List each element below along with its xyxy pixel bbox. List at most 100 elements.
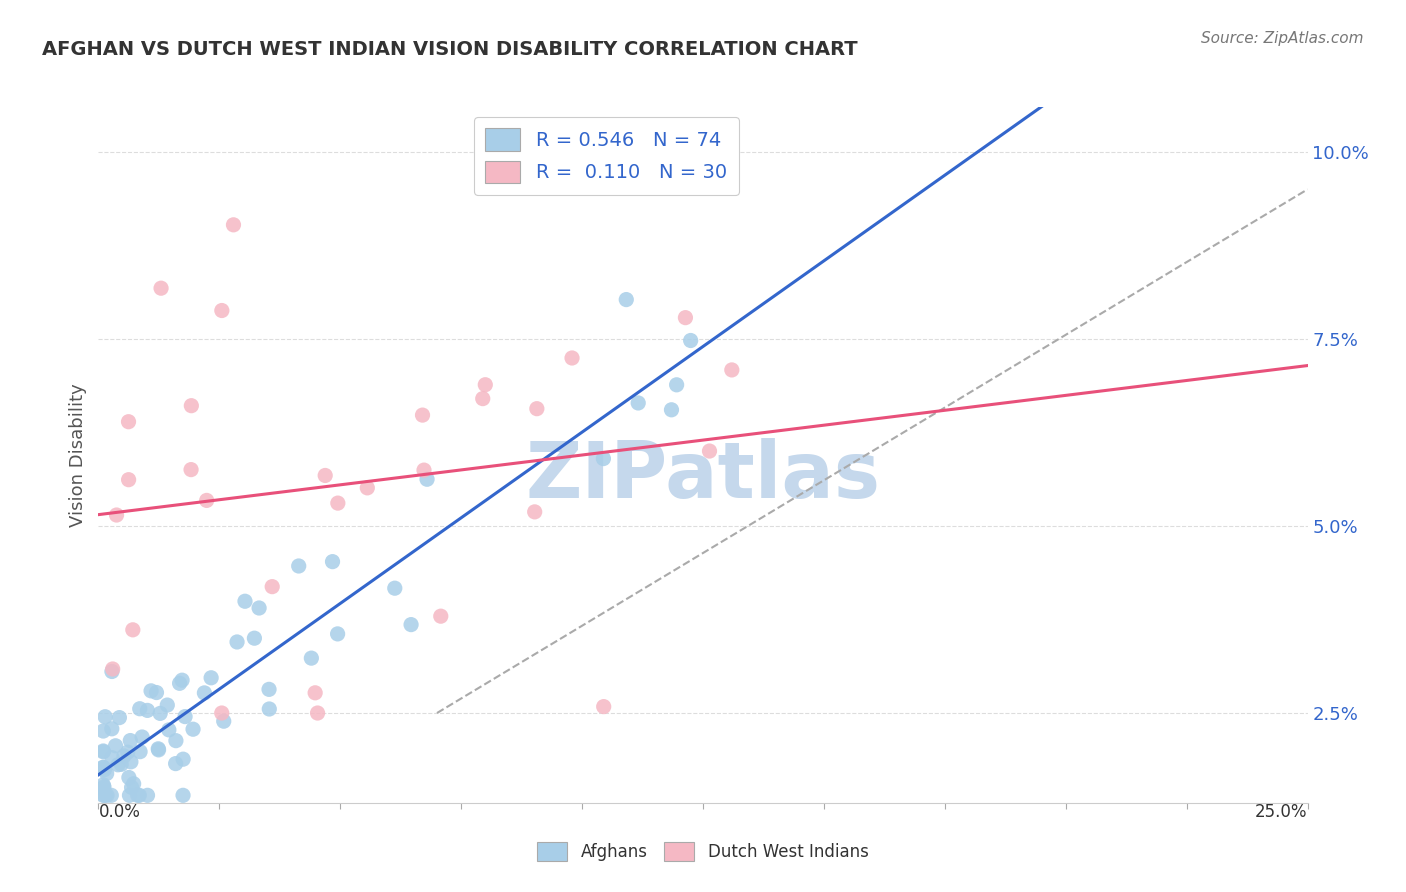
Point bbox=[149, 706, 172, 721]
Point bbox=[399, 617, 422, 632]
Point bbox=[117, 473, 139, 487]
Point bbox=[139, 684, 162, 698]
Point bbox=[148, 741, 170, 756]
Point bbox=[156, 698, 179, 712]
Point bbox=[661, 402, 683, 417]
Point bbox=[561, 351, 583, 365]
Point bbox=[112, 749, 135, 764]
Point bbox=[91, 778, 114, 792]
Point bbox=[105, 508, 128, 522]
Point bbox=[526, 401, 548, 416]
Point bbox=[247, 601, 270, 615]
Point bbox=[304, 686, 326, 700]
Point bbox=[157, 723, 180, 737]
Point bbox=[118, 789, 141, 803]
Point bbox=[93, 780, 115, 794]
Point bbox=[181, 723, 204, 737]
Text: ZIPatlas: ZIPatlas bbox=[526, 438, 880, 514]
Point bbox=[474, 377, 496, 392]
Point bbox=[413, 463, 436, 477]
Point bbox=[307, 706, 329, 720]
Point bbox=[165, 756, 187, 771]
Point bbox=[471, 392, 494, 406]
Point bbox=[101, 665, 124, 679]
Point bbox=[384, 581, 406, 595]
Point bbox=[257, 682, 280, 697]
Point bbox=[101, 750, 124, 764]
Point bbox=[121, 623, 143, 637]
Point bbox=[165, 733, 187, 747]
Point bbox=[93, 763, 115, 777]
Point bbox=[262, 580, 284, 594]
Point bbox=[416, 472, 439, 486]
Point bbox=[91, 724, 114, 739]
Point bbox=[322, 555, 344, 569]
Point bbox=[169, 676, 191, 690]
Point bbox=[129, 745, 152, 759]
Point bbox=[665, 377, 688, 392]
Point bbox=[193, 686, 215, 700]
Point bbox=[118, 771, 141, 785]
Point bbox=[222, 218, 245, 232]
Point bbox=[259, 702, 281, 716]
Point bbox=[101, 722, 124, 736]
Point bbox=[172, 752, 194, 766]
Point bbox=[91, 744, 114, 758]
Point bbox=[699, 444, 721, 458]
Point bbox=[721, 363, 744, 377]
Point bbox=[120, 755, 142, 769]
Point bbox=[91, 781, 114, 796]
Point bbox=[679, 334, 702, 348]
Point bbox=[91, 745, 114, 759]
Point bbox=[226, 635, 249, 649]
Point bbox=[136, 789, 159, 803]
Point bbox=[180, 462, 202, 476]
Point bbox=[429, 609, 451, 624]
Point bbox=[150, 281, 173, 295]
Point bbox=[107, 757, 129, 772]
Point bbox=[148, 743, 170, 757]
Point bbox=[326, 496, 349, 510]
Point bbox=[100, 789, 122, 803]
Point bbox=[614, 293, 637, 307]
Point bbox=[131, 730, 153, 744]
Point bbox=[299, 651, 322, 665]
Point bbox=[523, 505, 546, 519]
Point bbox=[326, 627, 349, 641]
Point bbox=[592, 699, 614, 714]
Text: Source: ZipAtlas.com: Source: ZipAtlas.com bbox=[1201, 31, 1364, 46]
Point bbox=[128, 789, 150, 803]
Point bbox=[243, 631, 266, 645]
Point bbox=[145, 685, 167, 699]
Point bbox=[211, 303, 233, 318]
Point bbox=[120, 733, 142, 747]
Point bbox=[211, 706, 233, 720]
Point bbox=[104, 739, 127, 753]
Point bbox=[94, 789, 117, 803]
Point bbox=[195, 493, 218, 508]
Point bbox=[96, 766, 118, 780]
Point bbox=[108, 710, 131, 724]
Point bbox=[117, 415, 139, 429]
Point bbox=[96, 789, 118, 803]
Point bbox=[172, 673, 194, 688]
Point bbox=[91, 760, 114, 774]
Text: 0.0%: 0.0% bbox=[98, 803, 141, 821]
Point bbox=[122, 777, 145, 791]
Point bbox=[180, 399, 202, 413]
Text: AFGHAN VS DUTCH WEST INDIAN VISION DISABILITY CORRELATION CHART: AFGHAN VS DUTCH WEST INDIAN VISION DISAB… bbox=[42, 40, 858, 59]
Point bbox=[117, 745, 139, 759]
Point bbox=[110, 757, 132, 772]
Point bbox=[128, 702, 150, 716]
Point bbox=[212, 714, 235, 729]
Point bbox=[200, 671, 222, 685]
Legend: Afghans, Dutch West Indians: Afghans, Dutch West Indians bbox=[527, 831, 879, 871]
Point bbox=[127, 789, 149, 803]
Point bbox=[91, 789, 114, 803]
Point bbox=[101, 662, 124, 676]
Point bbox=[233, 594, 256, 608]
Point bbox=[174, 709, 197, 723]
Point bbox=[136, 703, 159, 717]
Point bbox=[412, 408, 434, 422]
Point bbox=[121, 780, 143, 795]
